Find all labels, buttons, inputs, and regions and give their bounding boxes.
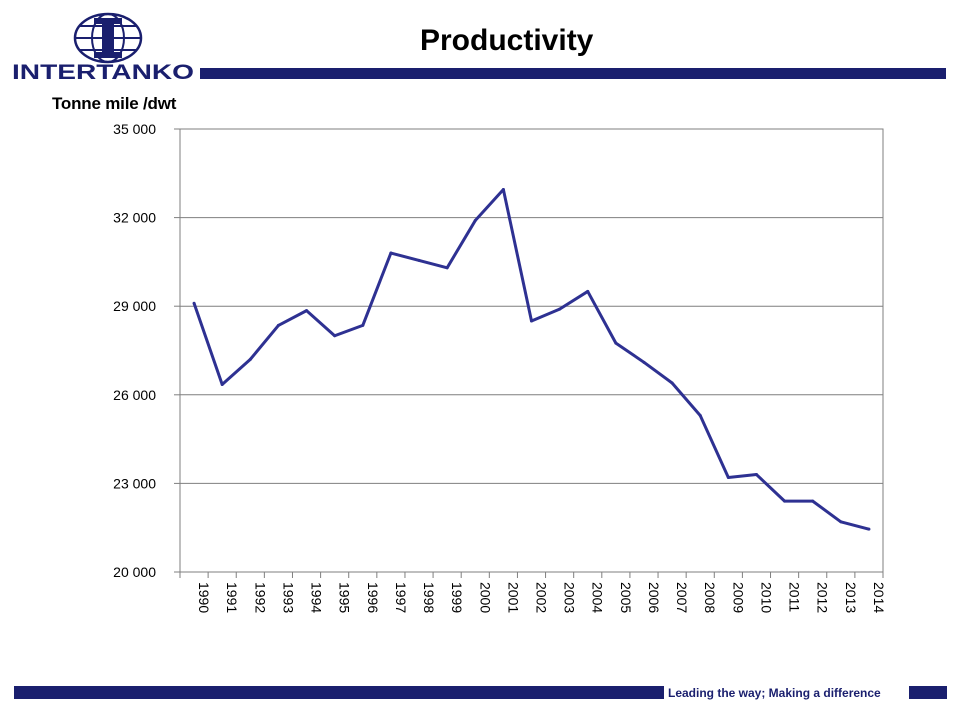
data-point (417, 258, 421, 262)
data-point (586, 289, 590, 293)
x-tick-label: 2009 (730, 582, 746, 613)
x-tick-label: 1999 (449, 582, 465, 613)
data-point (248, 357, 252, 361)
x-tick-label: 1993 (280, 582, 296, 613)
x-tick-label: 2013 (843, 582, 859, 613)
footer-tagline: Leading the way; Making a difference (668, 686, 881, 700)
x-tick-label: 2012 (815, 582, 831, 613)
header-bar (200, 68, 946, 79)
data-point (558, 307, 562, 311)
x-tick-label: 1990 (196, 582, 212, 613)
x-tick-label: 1995 (337, 582, 353, 613)
x-tick-label: 2014 (871, 582, 887, 613)
data-point (839, 520, 843, 524)
globe-icon (73, 12, 143, 64)
y-tick-label: 26 000 (113, 387, 156, 403)
x-tick-label: 2007 (674, 582, 690, 613)
series-line (192, 188, 870, 531)
intertanko-logo: INTERTANKO (12, 12, 194, 84)
x-tick-label: 1998 (421, 582, 437, 613)
y-tick-label: 29 000 (113, 298, 156, 314)
x-tick-label: 1991 (224, 582, 240, 613)
x-tick-label: 1997 (393, 582, 409, 613)
y-tick-label: 23 000 (113, 475, 156, 491)
data-point (361, 323, 365, 327)
x-tick-label: 2003 (562, 582, 578, 613)
logo-text: INTERTANKO (12, 61, 194, 84)
data-point (445, 266, 449, 270)
data-point (642, 360, 646, 364)
data-point (305, 309, 309, 313)
y-tick-label: 20 000 (113, 564, 156, 580)
x-tick-label: 1992 (252, 582, 268, 613)
data-point (726, 475, 730, 479)
plot-area (179, 128, 884, 573)
data-point (698, 413, 702, 417)
data-point (754, 473, 758, 477)
x-tick-label: 2005 (618, 582, 634, 613)
y-axis-label: Tonne mile /dwt (52, 94, 177, 113)
x-tick-label: 2008 (702, 582, 718, 613)
y-tick-label: 32 000 (113, 210, 156, 226)
x-tick-label: 2001 (505, 582, 521, 613)
data-point (811, 499, 815, 503)
data-point (670, 381, 674, 385)
data-point (276, 323, 280, 327)
page-title: Productivity (420, 24, 594, 57)
data-point (530, 319, 533, 323)
x-tick-label: 2002 (534, 582, 550, 613)
data-point (783, 499, 787, 503)
data-point (192, 301, 196, 305)
data-point (220, 382, 224, 386)
x-tick-label: 2006 (646, 582, 662, 613)
data-point (389, 251, 393, 255)
x-tick-label: 2000 (477, 582, 493, 613)
x-tick-label: 2010 (758, 582, 774, 613)
footer-bar-right (909, 686, 947, 699)
data-point (473, 219, 477, 223)
data-point (333, 334, 337, 338)
y-tick-label: 35 000 (113, 121, 156, 137)
x-tick-label: 1996 (365, 582, 381, 613)
data-point (501, 188, 505, 192)
x-tick-label: 1994 (309, 582, 325, 613)
x-tick-label: 2004 (590, 582, 606, 613)
data-point (867, 527, 871, 531)
x-tick-label: 2011 (787, 582, 803, 612)
footer-bar-left (14, 686, 664, 699)
data-point (614, 341, 618, 345)
